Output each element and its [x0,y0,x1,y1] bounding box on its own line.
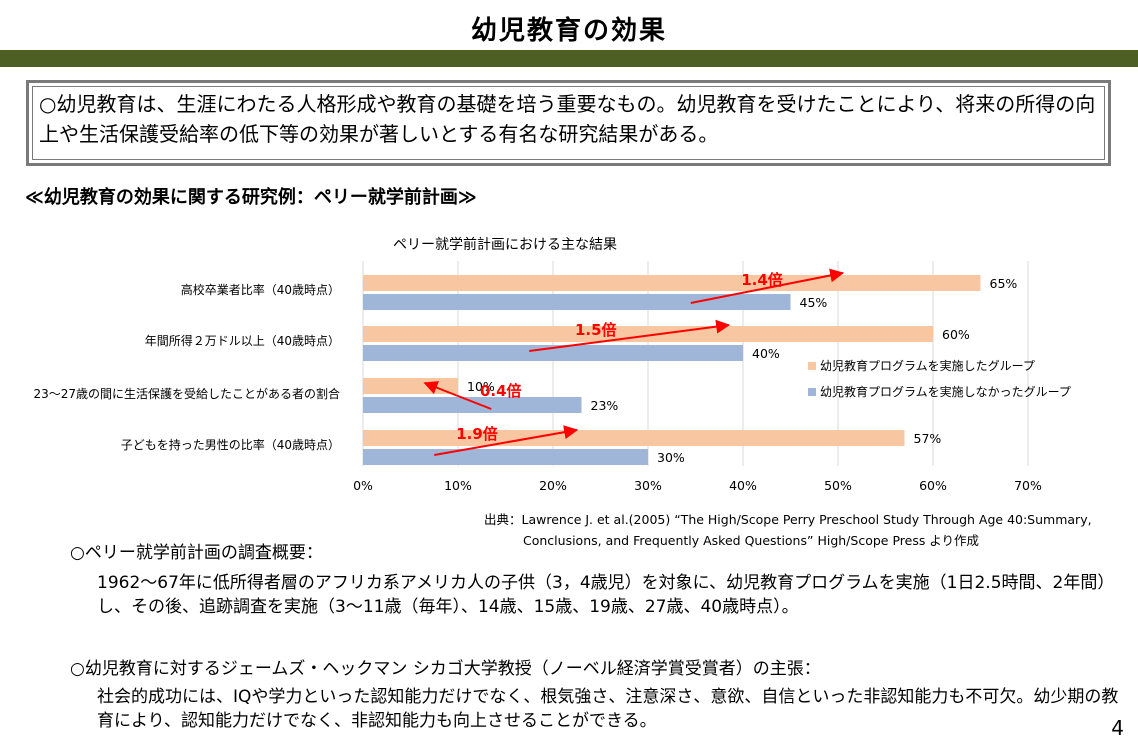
bar-chart: ペリー就学前計画における主な結果 0% 10% 20% 30% 40% 50% 60% 70% 6… [33,236,1071,493]
category-label: 年間所得２万ドル以上（40歳時点） [145,333,340,348]
bar-with-program [363,430,905,446]
category-label: 23～27歳の間に生活保護を受給したことがある者の割合 [33,386,340,401]
ratio-annotation: 1.4倍 [741,271,783,289]
bar-with-program [363,275,981,291]
ratio-annotation: 0.4倍 [480,382,522,400]
data-label: 40% [752,346,780,361]
bar-without-program [363,449,648,465]
source-line-2: Conclusions, and Frequently Asked Questi… [523,533,980,548]
source-line-1: 出典：Lawrence J. et al.(2005) “The High/Sc… [484,512,1092,527]
summary-text: ○幼児教育は、生涯にわたる人格形成や教育の基礎を培う重要なもの。幼児教育を受けた… [39,92,1096,146]
note-2-heading: ○幼児教育に対するジェームズ・ヘックマン シカゴ大学教授（ノーベル経済学賞受賞者… [70,659,821,679]
note-2-body: 社会的成功には、IQや学力といった認知能力だけでなく、根気強さ、注意深さ、意欲、… [97,687,1119,731]
data-label: 60% [942,327,970,342]
ratio-arrow [434,425,579,456]
notes-section: ○ペリー就学前計画の調査概要： 1962～67年に低所得者層のアフリカ系アメリカ… [70,541,1120,733]
x-tick-label: 40% [729,478,757,493]
ratio-annotation: 1.9倍 [456,425,498,443]
x-tick-label: 20% [539,478,567,493]
x-tick-label: 0% [353,478,373,493]
bar-with-program [363,378,458,394]
bar-without-program [363,345,743,361]
data-label: 57% [914,431,942,446]
category-label: 子どもを持った男性の比率（40歳時点） [121,437,340,452]
x-tick-label: 50% [824,478,852,493]
legend-swatch [808,362,816,370]
page-title: 幼児教育の効果 [470,16,667,46]
section-subheading: ≪幼児教育の効果に関する研究例：ペリー就学前計画≫ [25,187,477,208]
x-tick-label: 70% [1014,478,1042,493]
data-label: 45% [800,295,828,310]
note-1-body: 1962～67年に低所得者層のアフリカ系アメリカ人の子供（3，4歳児）を対象に、… [97,573,1115,617]
x-tick-label: 10% [444,478,472,493]
legend-label: 幼児教育プログラムを実施したグループ [820,358,1035,373]
note-1-heading: ○ペリー就学前計画の調査概要： [70,543,323,563]
ratio-arrow [423,381,492,410]
title-bar [0,50,1138,67]
bar-without-program [363,294,791,310]
x-tick-label: 60% [919,478,947,493]
data-label: 30% [657,450,685,465]
ratio-annotation: 1.5倍 [575,321,617,339]
source-citation: 出典：Lawrence J. et al.(2005) “The High/Sc… [484,509,1092,551]
x-tick-label: 30% [634,478,662,493]
summary-box: ○幼児教育は、生涯にわたる人格形成や教育の基礎を培う重要なもの。幼児教育を受けた… [26,80,1111,166]
bar-without-program [363,397,582,413]
data-label: 65% [990,276,1018,291]
legend-label: 幼児教育プログラムを実施しなかったグループ [820,384,1071,399]
page-number: 4 [1111,716,1124,740]
chart-title: ペリー就学前計画における主な結果 [393,236,617,253]
summary-inner-border [32,86,1105,160]
ratio-arrow [529,319,731,352]
bar-with-program [363,326,933,342]
data-label: 10% [467,379,495,394]
legend-swatch [808,388,816,396]
ratio-arrow [690,268,845,304]
data-label: 23% [591,398,619,413]
category-label: 高校卒業者比率（40歳時点） [181,282,340,297]
